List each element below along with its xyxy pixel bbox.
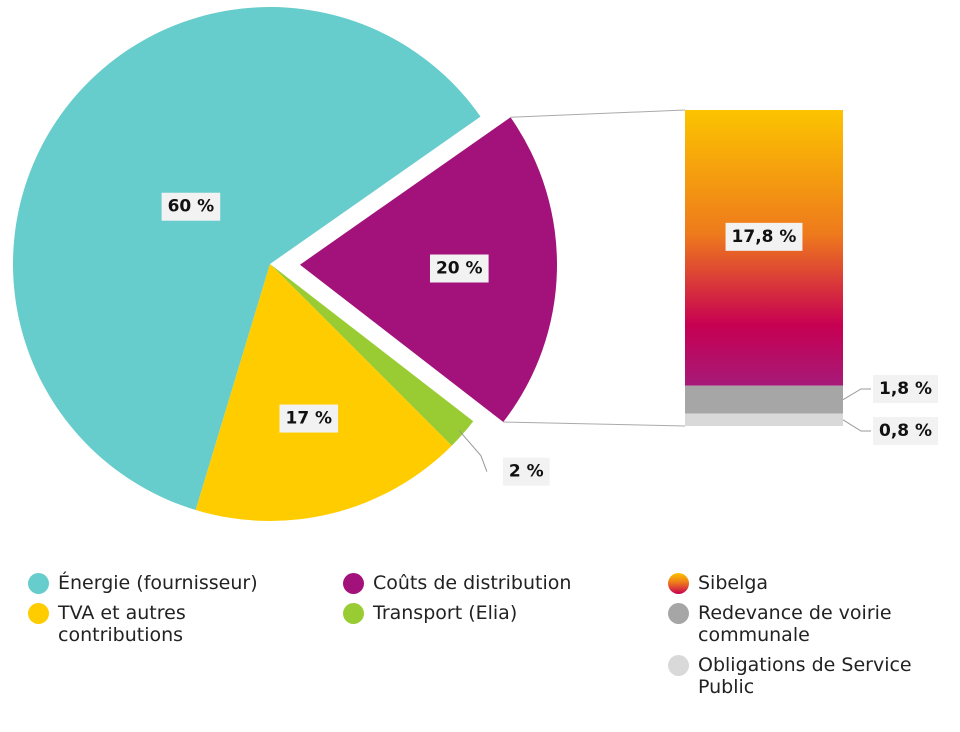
- pie-of-bar-chart: 60 % 20 % 2 % 17 % 17,8 % 1,8 % 0,8 %: [12, 7, 939, 521]
- pie-slice-energie-fournisseur-label-group: 60 %: [161, 192, 221, 221]
- legend-swatch-sibelga: [668, 573, 689, 594]
- pie-slice-tva-et-autres-contributions: [195, 264, 452, 521]
- legend-label-tva: TVA et autres contributions: [58, 602, 186, 646]
- bar-segment-obligations-de-service-public-label-group: 0,8 %: [873, 417, 939, 445]
- pie-slice-tva-et-autres-contributions-label-group: 17 %: [279, 404, 339, 433]
- legend-label-distribution: Coûts de distribution: [373, 572, 572, 594]
- legend-swatch-tva: [28, 603, 49, 624]
- pie-slice-couts-de-distribution-label-group: 20 %: [429, 254, 489, 283]
- connector-line-bottom: [503, 421, 686, 427]
- legend-item-sibelga: Sibelga: [668, 572, 958, 594]
- bar-segment-sibelga-label: 17,8 %: [732, 227, 797, 247]
- pie-slice-transport-elia-label: 2 %: [509, 462, 544, 482]
- legend-item-redevance: Redevance de voirie communale: [668, 602, 958, 646]
- connector-line-top: [510, 109, 686, 118]
- bar-segment-redevance-de-voirie-communale-label-background: [873, 375, 939, 403]
- pie-slice-energie-fournisseur-label-background: [161, 192, 221, 221]
- legend-swatch-transport: [343, 603, 364, 624]
- legend-item-energie: Énergie (fournisseur): [28, 572, 288, 594]
- legend-swatch-redevance: [668, 603, 689, 624]
- legend-item-tva: TVA et autres contributions: [28, 602, 288, 646]
- bar-segment-redevance-de-voirie-communale-label-group: 1,8 %: [873, 375, 939, 403]
- pie-slice-couts-de-distribution-label-background: [429, 254, 489, 283]
- pie-slice-energie-fournisseur-label: 60 %: [168, 197, 215, 217]
- legend-column-3: Sibelga Redevance de voirie communale Ob…: [668, 572, 958, 706]
- bar-segment-redevance-de-voirie-communale-label: 1,8 %: [879, 379, 932, 399]
- bar-segment-obligations-de-service-public: [685, 413, 843, 426]
- bar-segment-redevance-de-voirie-communale: [685, 385, 843, 414]
- legend-swatch-energie: [28, 573, 49, 594]
- chart-area: 60 % 20 % 2 % 17 % 17,8 % 1,8 % 0,8 %: [12, 7, 939, 521]
- pie-slice-energie-fournisseur: [12, 7, 481, 511]
- legend-item-transport: Transport (Elia): [343, 602, 571, 624]
- legend-swatch-distribution: [343, 573, 364, 594]
- bar-segment-obligations-de-service-public-label-background: [873, 417, 939, 445]
- legend-label-redevance: Redevance de voirie communale: [698, 602, 892, 646]
- pie-slice-transport-elia-label-background: [502, 457, 550, 486]
- pie-slice-transport-elia-label-group: 2 %: [502, 457, 550, 486]
- bar-segment-sibelga-label-background: [725, 222, 803, 251]
- legend-label-sibelga: Sibelga: [698, 572, 769, 594]
- legend-item-distribution: Coûts de distribution: [343, 572, 571, 594]
- pie-slice-transport-elia-leader-line: [458, 430, 488, 472]
- legend-label-transport: Transport (Elia): [373, 602, 518, 624]
- legend-column-1: Énergie (fournisseur) TVA et autres cont…: [28, 572, 288, 654]
- legend-label-osp: Obligations de Service Public: [698, 654, 912, 698]
- pie-slice-couts-de-distribution: [299, 117, 557, 422]
- pie-slice-transport-elia: [270, 264, 474, 446]
- legend-item-osp: Obligations de Service Public: [668, 654, 958, 698]
- pie-slice-tva-et-autres-contributions-label-background: [279, 404, 339, 433]
- pie-slice-couts-de-distribution-label: 20 %: [436, 259, 483, 279]
- legend-label-energie: Énergie (fournisseur): [58, 572, 258, 594]
- bar-segment-sibelga-label-group: 17,8 %: [725, 222, 803, 251]
- legend-swatch-osp: [668, 655, 689, 676]
- bar-segment-obligations-de-service-public-label: 0,8 %: [879, 421, 932, 441]
- legend: Énergie (fournisseur) TVA et autres cont…: [28, 572, 958, 732]
- bar-segment-redevance-de-voirie-communale-leader-line: [842, 388, 871, 401]
- bar-segment-obligations-de-service-public-leader-line: [842, 419, 871, 432]
- legend-column-2: Coûts de distribution Transport (Elia): [343, 572, 571, 632]
- pie-slice-tva-et-autres-contributions-label: 17 %: [285, 409, 332, 429]
